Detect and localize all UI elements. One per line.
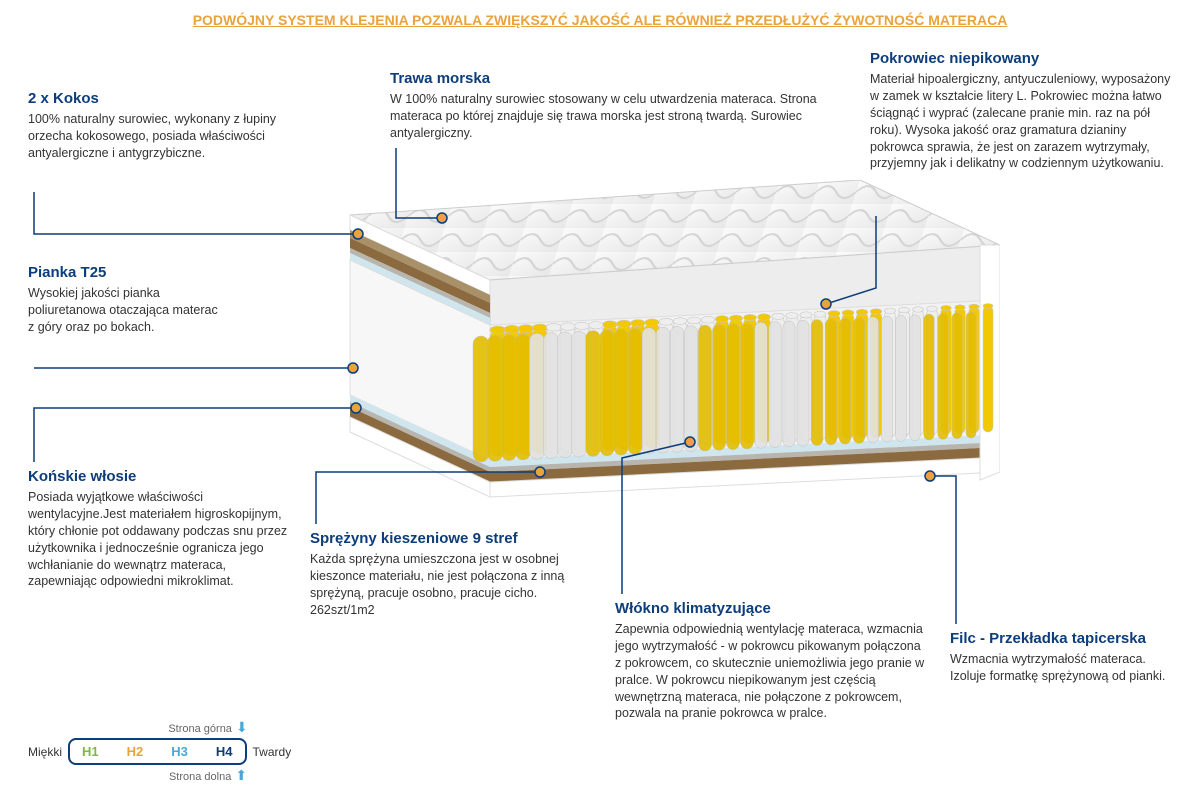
callout-kokos: 2 x Kokos 100% naturalny surowiec, wykon…	[28, 90, 308, 162]
firmness-soft-label: Miękki	[28, 745, 62, 759]
wlokno-title: Włókno klimatyzujące	[615, 600, 925, 617]
callout-pokrowiec: Pokrowiec niepikowany Materiał hipoalerg…	[870, 50, 1180, 172]
firmness-top-label: Strona górna	[168, 723, 232, 735]
sprezyny-body: Każda sprężyna umieszczona jest w osobne…	[310, 551, 605, 619]
konskie-body: Posiada wyjątkowe właściwości wentylacyj…	[28, 489, 288, 590]
headline-banner: PODWÓJNY SYSTEM KLEJENIA POZWALA ZWIĘKSZ…	[193, 12, 1008, 28]
arrow-up-icon: ⬆	[235, 767, 247, 784]
konskie-title: Końskie włosie	[28, 468, 288, 485]
wlokno-body: Zapewnia odpowiednią wentylację materaca…	[615, 621, 925, 722]
pianka-title: Pianka T25	[28, 264, 218, 281]
arrow-down-icon: ⬇	[236, 719, 248, 736]
firmness-box: H1 H2 H3 H4	[68, 738, 247, 765]
pianka-body: Wysokiej jakości pianka poliuretanowa ot…	[28, 285, 218, 336]
mattress-diagram	[300, 180, 1000, 535]
firmness-h4: H4	[216, 744, 233, 759]
kokos-title: 2 x Kokos	[28, 90, 308, 107]
callout-wlokno: Włókno klimatyzujące Zapewnia odpowiedni…	[615, 600, 925, 722]
kokos-body: 100% naturalny surowiec, wykonany z łupi…	[28, 111, 308, 162]
callout-konskie: Końskie włosie Posiada wyjątkowe właściw…	[28, 468, 288, 590]
callout-trawa: Trawa morska W 100% naturalny surowiec s…	[390, 70, 820, 142]
firmness-h3: H3	[171, 744, 188, 759]
pokrowiec-title: Pokrowiec niepikowany	[870, 50, 1180, 67]
callout-sprezyny: Sprężyny kieszeniowe 9 stref Każda spręż…	[310, 530, 605, 619]
filc-title: Filc - Przekładka tapicerska	[950, 630, 1180, 647]
callout-pianka: Pianka T25 Wysokiej jakości pianka poliu…	[28, 264, 218, 336]
filc-body: Wzmacnia wytrzymałość materaca. Izoluje …	[950, 651, 1180, 685]
callout-filc: Filc - Przekładka tapicerska Wzmacnia wy…	[950, 630, 1180, 685]
trawa-body: W 100% naturalny surowiec stosowany w ce…	[390, 91, 820, 142]
trawa-title: Trawa morska	[390, 70, 820, 87]
firmness-h2: H2	[127, 744, 144, 759]
firmness-bottom-label: Strona dolna	[169, 771, 231, 783]
firmness-scale: Strona górna⬇ Miękki H1 H2 H3 H4 Twardy …	[28, 719, 348, 784]
pokrowiec-body: Materiał hipoalergiczny, antyuczuleniowy…	[870, 71, 1180, 172]
firmness-h1: H1	[82, 744, 99, 759]
firmness-hard-label: Twardy	[253, 745, 292, 759]
